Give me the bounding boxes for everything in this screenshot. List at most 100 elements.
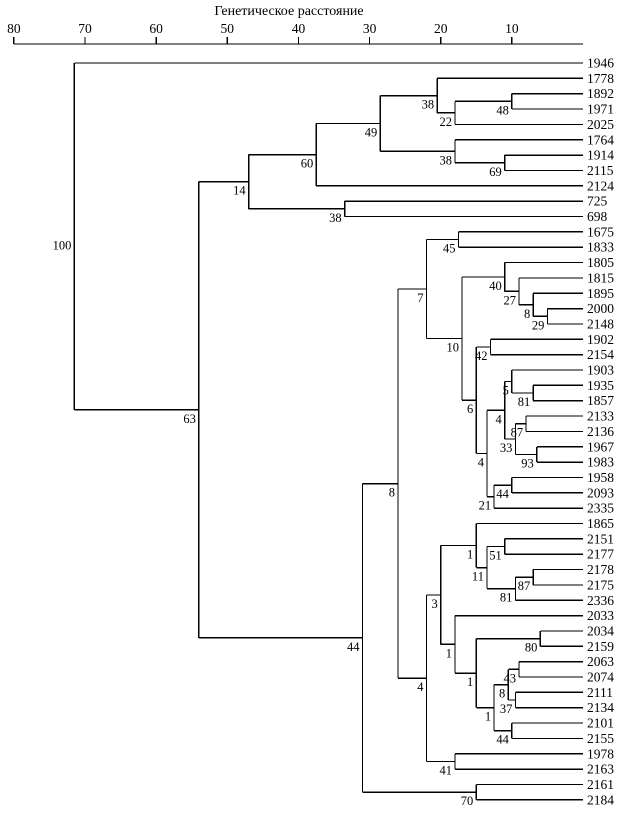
- bootstrap-support-label: 70: [461, 794, 474, 808]
- leaf-label: 1903: [587, 363, 614, 378]
- leaf-label: 1971: [587, 102, 614, 117]
- leaf-label: 2151: [587, 531, 614, 546]
- axis-tick-label: 40: [292, 21, 306, 36]
- bootstrap-support-label: 38: [329, 211, 342, 225]
- bootstrap-support-label: 21: [479, 499, 492, 513]
- leaf-label: 1958: [587, 470, 614, 485]
- leaf-label: 2159: [587, 639, 614, 654]
- bootstrap-support-label: 60: [301, 157, 314, 171]
- leaf-label: 2335: [587, 501, 614, 516]
- bootstrap-support-label: 100: [53, 238, 72, 252]
- leaf-label: 2175: [587, 577, 614, 592]
- bootstrap-support-label: 87: [511, 426, 524, 440]
- leaf-label: 2136: [587, 424, 614, 439]
- axis-tick-label: 80: [7, 21, 21, 36]
- leaf-label: 2074: [587, 670, 614, 685]
- leaf-label: 2134: [587, 700, 614, 715]
- bootstrap-support-label: 27: [503, 293, 516, 307]
- bootstrap-support-label: 5: [503, 384, 509, 398]
- bootstrap-support-label: 42: [475, 349, 488, 363]
- leaf-label: 1983: [587, 455, 614, 470]
- bootstrap-support-label: 8: [499, 687, 505, 701]
- bootstrap-support-label: 87: [518, 579, 531, 593]
- leaf-label: 2155: [587, 731, 614, 746]
- bootstrap-support-label: 4: [495, 412, 502, 426]
- bootstrap-support-label: 33: [500, 441, 513, 455]
- bootstrap-support-label: 51: [489, 549, 502, 563]
- bootstrap-support-label: 3: [431, 597, 437, 611]
- dendrogram-tree: 1946177818921971482025223817641914211569…: [53, 56, 615, 809]
- leaf-label: 1857: [587, 393, 614, 408]
- bootstrap-support-label: 22: [439, 115, 452, 129]
- leaf-label: 1833: [587, 240, 614, 255]
- bootstrap-support-label: 4: [417, 680, 424, 694]
- bootstrap-support-label: 4: [478, 455, 485, 469]
- bootstrap-support-label: 6: [467, 402, 473, 416]
- bootstrap-support-label: 29: [532, 318, 545, 332]
- leaf-label: 2115: [587, 163, 614, 178]
- bootstrap-support-label: 8: [524, 307, 530, 321]
- axis-tick-label: 20: [434, 21, 448, 36]
- bootstrap-support-label: 7: [417, 291, 423, 305]
- leaf-label: 2184: [587, 792, 614, 807]
- leaf-label: 2177: [587, 547, 614, 562]
- leaf-label: 1815: [587, 270, 614, 285]
- leaf-label: 2154: [587, 347, 614, 362]
- bootstrap-support-label: 1: [485, 710, 491, 724]
- bootstrap-support-label: 1: [467, 675, 473, 689]
- bootstrap-support-label: 41: [439, 763, 452, 777]
- leaf-label: 2133: [587, 409, 614, 424]
- leaf-label: 1967: [587, 439, 614, 454]
- leaf-label: 2111: [587, 685, 613, 700]
- bootstrap-support-label: 44: [496, 487, 509, 501]
- bootstrap-support-label: 43: [503, 671, 516, 685]
- leaf-label: 1895: [587, 286, 614, 301]
- leaf-label: 2336: [587, 593, 614, 608]
- bootstrap-support-label: 11: [472, 570, 484, 584]
- bootstrap-support-label: 49: [365, 125, 378, 139]
- bootstrap-support-label: 8: [389, 486, 395, 500]
- leaf-label: 2163: [587, 762, 614, 777]
- genetic-distance-axis: 80 70 60 50 40 30 20 10: [7, 21, 583, 45]
- bootstrap-support-label: 1: [446, 646, 452, 660]
- leaf-label: 2025: [587, 117, 614, 132]
- bootstrap-support-label: 14: [233, 184, 246, 198]
- leaf-label: 1935: [587, 378, 614, 393]
- bootstrap-support-label: 37: [500, 702, 513, 716]
- leaf-label: 2161: [587, 777, 614, 792]
- bootstrap-support-label: 1: [467, 548, 473, 562]
- bootstrap-support-label: 80: [525, 641, 538, 655]
- bootstrap-support-label: 81: [518, 395, 531, 409]
- leaf-label: 2063: [587, 654, 614, 669]
- leaf-label: 2178: [587, 562, 614, 577]
- leaf-label: 2148: [587, 316, 614, 331]
- leaf-label: 2124: [587, 178, 614, 193]
- leaf-label: 2000: [587, 301, 614, 316]
- leaf-label: 1778: [587, 71, 614, 86]
- bootstrap-support-label: 44: [496, 733, 509, 747]
- bootstrap-support-label: 69: [489, 165, 502, 179]
- axis-tick-label: 70: [78, 21, 92, 36]
- leaf-label: 1978: [587, 746, 614, 761]
- axis-tick-label: 60: [149, 21, 163, 36]
- leaf-label: 1764: [587, 132, 614, 147]
- bootstrap-support-label: 40: [489, 279, 502, 293]
- bootstrap-support-label: 45: [443, 242, 456, 256]
- bootstrap-support-label: 81: [500, 591, 513, 605]
- leaf-label: 2093: [587, 485, 614, 500]
- leaf-label: 1865: [587, 516, 614, 531]
- bootstrap-support-label: 38: [422, 98, 435, 112]
- leaf-label: 2033: [587, 608, 614, 623]
- leaf-label: 1892: [587, 86, 614, 101]
- axis-title: Генетическое расстояние: [214, 4, 363, 19]
- bootstrap-support-label: 10: [447, 341, 460, 355]
- leaf-label: 1914: [587, 148, 614, 163]
- leaf-label: 2101: [587, 716, 614, 731]
- leaf-label: 1902: [587, 332, 614, 347]
- bootstrap-support-label: 44: [347, 640, 360, 654]
- bootstrap-support-label: 93: [521, 456, 534, 470]
- leaf-label: 725: [587, 194, 608, 209]
- leaf-label: 698: [587, 209, 608, 224]
